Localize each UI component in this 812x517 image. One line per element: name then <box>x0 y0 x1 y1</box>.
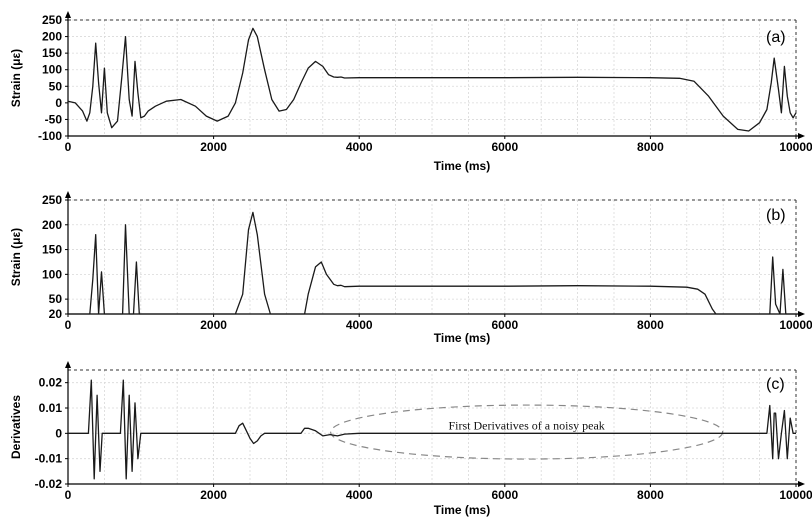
grid <box>67 199 797 315</box>
y-tick-label: 0 <box>55 96 62 110</box>
series-line <box>68 211 796 315</box>
y-tick-label: 0 <box>55 426 62 440</box>
panel-c: 0 2000 4000 6000 8000 10000 0.02 0.01 0 -0.01 -0.0… <box>9 361 812 517</box>
y-tick-label: 0.02 <box>39 376 63 390</box>
annotation-text: First Derivatives of a noisy peak <box>448 418 604 432</box>
y-axis-arrow <box>65 361 71 368</box>
x-tick-label: 4000 <box>346 140 373 154</box>
panel-label: (c) <box>766 376 785 393</box>
x-tick-label: 10000 <box>779 318 812 332</box>
x-tick-label: 6000 <box>491 318 518 332</box>
y-axis-title: Strain (με) <box>9 49 23 107</box>
y-tick-label: -0.02 <box>35 477 63 491</box>
y-tick-label: -50 <box>45 112 63 126</box>
y-tick-label: 150 <box>42 46 62 60</box>
y-tick-label: 200 <box>42 30 62 44</box>
series-line <box>68 379 796 480</box>
y-tick-label: 50 <box>49 79 63 93</box>
x-tick-label: 10000 <box>779 488 812 502</box>
x-axis-arrow <box>798 133 805 139</box>
x-axis-title: Time (ms) <box>434 331 490 345</box>
grid <box>67 370 797 485</box>
x-tick-label: 4000 <box>346 488 373 502</box>
x-axis-arrow <box>798 481 805 487</box>
x-axis-arrow <box>798 311 805 317</box>
annotation-ellipse <box>330 404 724 460</box>
x-tick-label: 2000 <box>200 318 227 332</box>
y-tick-label: 200 <box>42 218 62 232</box>
x-tick-label: 6000 <box>491 140 518 154</box>
y-tick-label: 150 <box>42 243 62 257</box>
panel-label: (b) <box>766 207 786 224</box>
y-axis-title: Derivatives <box>9 395 23 459</box>
x-axis-title: Time (ms) <box>434 159 490 173</box>
x-tick-label: 0 <box>65 140 72 154</box>
y-tick-label: 0.01 <box>39 401 63 415</box>
y-tick-label: 20 <box>49 307 63 321</box>
x-tick-label: 6000 <box>491 488 518 502</box>
x-tick-label: 8000 <box>637 140 664 154</box>
y-tick-label: 250 <box>42 193 62 207</box>
y-tick-label: 250 <box>42 13 62 27</box>
y-tick-label: 100 <box>42 63 62 77</box>
x-tick-label: 4000 <box>346 318 373 332</box>
panel-label: (a) <box>766 29 786 46</box>
x-tick-label: 2000 <box>200 140 227 154</box>
x-axis-title: Time (ms) <box>434 503 490 517</box>
x-tick-label: 8000 <box>637 488 664 502</box>
x-tick-label: 2000 <box>200 488 227 502</box>
x-tick-label: 8000 <box>637 318 664 332</box>
y-tick-label: 100 <box>42 267 62 281</box>
x-tick-label: 0 <box>65 488 72 502</box>
panel-a: 0 2000 4000 6000 8000 10000250200150100500-50… <box>9 11 812 173</box>
y-axis-arrow <box>65 191 71 198</box>
y-axis-arrow <box>65 11 71 18</box>
y-tick-label: 50 <box>49 292 63 306</box>
x-tick-label: 0 <box>65 318 72 332</box>
y-tick-label: -0.01 <box>35 452 63 466</box>
x-tick-label: 10000 <box>779 140 812 154</box>
series-line <box>67 27 797 132</box>
y-axis-title: Strain (με) <box>9 228 23 286</box>
y-tick-label: -100 <box>38 129 62 143</box>
